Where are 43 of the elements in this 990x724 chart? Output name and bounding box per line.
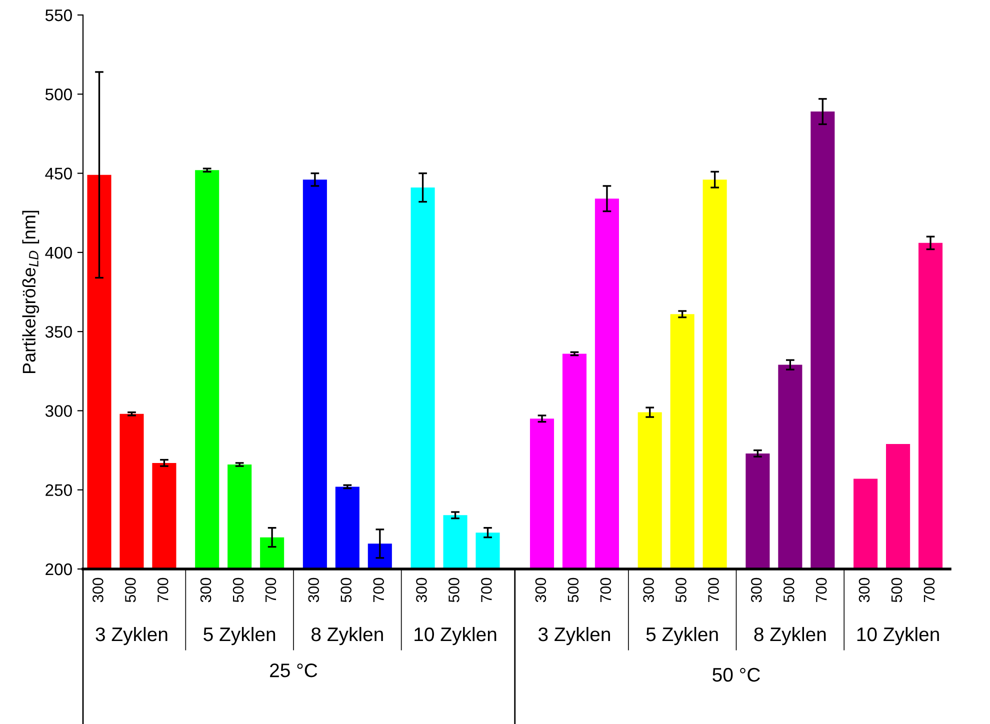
- x-tick-label: 500: [125, 578, 136, 602]
- y-tick-label: 300: [45, 405, 72, 417]
- x-tick-label: 700: [708, 578, 719, 602]
- text: 10 Zyklen: [857, 626, 939, 646]
- text: 8 Zyklen: [312, 626, 383, 646]
- text: 50 °C: [712, 668, 760, 682]
- x-tick-label: 300: [92, 578, 104, 602]
- x-tick-label: 300: [308, 578, 320, 602]
- text: 8 Zyklen: [754, 626, 826, 646]
- x-tick-label: 700: [600, 578, 612, 602]
- text: 3 Zyklen: [96, 626, 168, 646]
- y-axis-title: Partikelgröße$_{LD}$ [nm]: [22, 210, 40, 374]
- x-tick-label: 300: [535, 578, 546, 602]
- x-tick-label: 700: [157, 578, 168, 602]
- x-tick-label: 300: [643, 578, 654, 602]
- y-tick-label: 550: [45, 9, 72, 22]
- x-tick-label: 700: [816, 578, 827, 602]
- text: 10 Zyklen: [414, 626, 496, 646]
- x-tick-label: 500: [568, 578, 579, 602]
- y-tick-label: 500: [45, 88, 72, 100]
- x-tick-label: 300: [750, 578, 762, 602]
- x-tick-label: 700: [373, 578, 384, 602]
- x-tick-label: 500: [340, 578, 352, 602]
- x-tick-label: 300: [858, 578, 870, 602]
- y-tick-label: 450: [45, 168, 72, 180]
- x-tick-label: 700: [924, 578, 935, 602]
- x-tick-label: 500: [783, 578, 794, 602]
- x-tick-label: 300: [200, 578, 212, 602]
- y-tick-label: 200: [46, 563, 72, 576]
- y-tick-label: 400: [45, 246, 72, 259]
- x-tick-label: 700: [265, 578, 276, 602]
- x-tick-label: 500: [232, 578, 244, 602]
- x-tick-label: 300: [416, 578, 427, 602]
- x-tick-label: 500: [448, 578, 460, 602]
- y-tick-label: 250: [46, 484, 72, 496]
- text: 5 Zyklen: [204, 626, 276, 646]
- text: 3 Zyklen: [538, 626, 610, 646]
- text: 5 Zyklen: [646, 626, 718, 646]
- x-tick-label: 500: [891, 578, 902, 602]
- x-tick-label: 500: [676, 578, 686, 602]
- y-tick-label: 350: [45, 326, 72, 338]
- x-tick-label: 700: [481, 578, 492, 602]
- text: 25 °C: [270, 663, 318, 678]
